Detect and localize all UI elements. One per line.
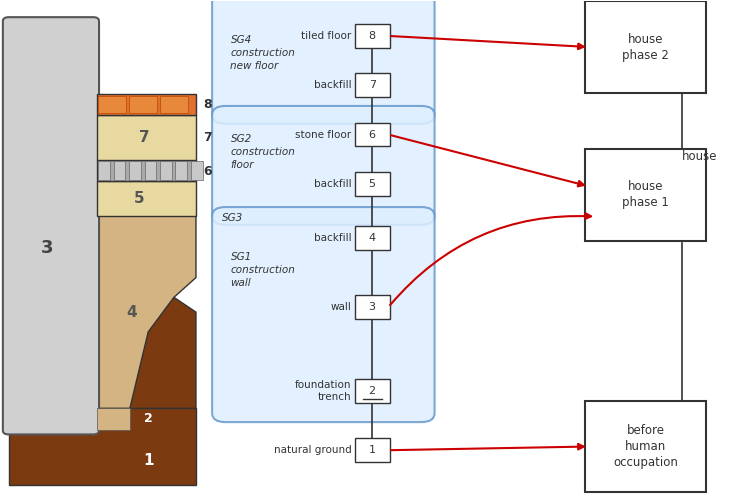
FancyBboxPatch shape	[98, 161, 110, 181]
FancyBboxPatch shape	[585, 1, 706, 93]
FancyBboxPatch shape	[160, 96, 188, 114]
Text: house
phase 1: house phase 1	[622, 181, 669, 209]
FancyBboxPatch shape	[585, 149, 706, 241]
Text: stone floor: stone floor	[296, 129, 352, 139]
FancyBboxPatch shape	[354, 438, 390, 462]
Text: 4: 4	[127, 305, 137, 319]
Text: 7: 7	[139, 130, 150, 145]
Text: natural ground: natural ground	[274, 445, 352, 455]
FancyBboxPatch shape	[144, 161, 156, 181]
Text: foundation
trench: foundation trench	[295, 380, 352, 402]
Text: SG3: SG3	[222, 213, 243, 224]
Text: 4: 4	[368, 233, 376, 243]
Text: 5: 5	[134, 191, 144, 206]
FancyBboxPatch shape	[354, 379, 390, 403]
Text: 8: 8	[368, 31, 376, 41]
FancyBboxPatch shape	[129, 161, 141, 181]
FancyBboxPatch shape	[354, 295, 390, 319]
Text: tiled floor: tiled floor	[301, 31, 352, 41]
FancyBboxPatch shape	[160, 161, 172, 181]
Text: backfill: backfill	[314, 233, 352, 243]
Polygon shape	[97, 182, 196, 216]
FancyBboxPatch shape	[354, 172, 390, 196]
Text: SG4
construction
new floor: SG4 construction new floor	[231, 35, 296, 71]
Text: 7: 7	[203, 131, 212, 144]
Text: 3: 3	[368, 302, 376, 312]
FancyBboxPatch shape	[98, 96, 126, 114]
FancyBboxPatch shape	[129, 96, 157, 114]
FancyBboxPatch shape	[354, 123, 390, 146]
Text: 7: 7	[368, 80, 376, 90]
FancyBboxPatch shape	[354, 226, 390, 250]
FancyBboxPatch shape	[3, 17, 99, 434]
Text: 5: 5	[368, 179, 376, 189]
Text: 6: 6	[203, 165, 212, 178]
FancyBboxPatch shape	[97, 94, 196, 115]
Text: house: house	[682, 150, 717, 163]
FancyBboxPatch shape	[97, 160, 196, 182]
FancyBboxPatch shape	[212, 106, 435, 225]
Text: SG2
construction
floor: SG2 construction floor	[231, 134, 296, 170]
Text: before
human
occupation: before human occupation	[613, 424, 678, 469]
FancyBboxPatch shape	[191, 161, 203, 181]
Text: 2: 2	[144, 412, 153, 425]
Text: 3: 3	[41, 239, 53, 257]
FancyBboxPatch shape	[585, 401, 706, 492]
FancyBboxPatch shape	[97, 115, 196, 160]
Polygon shape	[9, 408, 196, 485]
Text: 6: 6	[368, 129, 376, 139]
Text: 1: 1	[143, 452, 153, 468]
Polygon shape	[97, 408, 130, 431]
Text: 1: 1	[368, 445, 376, 455]
FancyBboxPatch shape	[354, 73, 390, 97]
Text: house
phase 2: house phase 2	[622, 33, 669, 62]
Polygon shape	[130, 297, 196, 408]
Text: 8: 8	[203, 98, 212, 111]
FancyBboxPatch shape	[212, 0, 435, 124]
Text: 2: 2	[368, 386, 376, 396]
Text: SG1
construction
wall: SG1 construction wall	[231, 252, 296, 288]
FancyBboxPatch shape	[212, 207, 435, 422]
Polygon shape	[97, 216, 196, 408]
Text: wall: wall	[331, 302, 352, 312]
FancyBboxPatch shape	[113, 161, 125, 181]
FancyBboxPatch shape	[354, 24, 390, 48]
Text: backfill: backfill	[314, 179, 352, 189]
FancyBboxPatch shape	[175, 161, 187, 181]
Text: backfill: backfill	[314, 80, 352, 90]
